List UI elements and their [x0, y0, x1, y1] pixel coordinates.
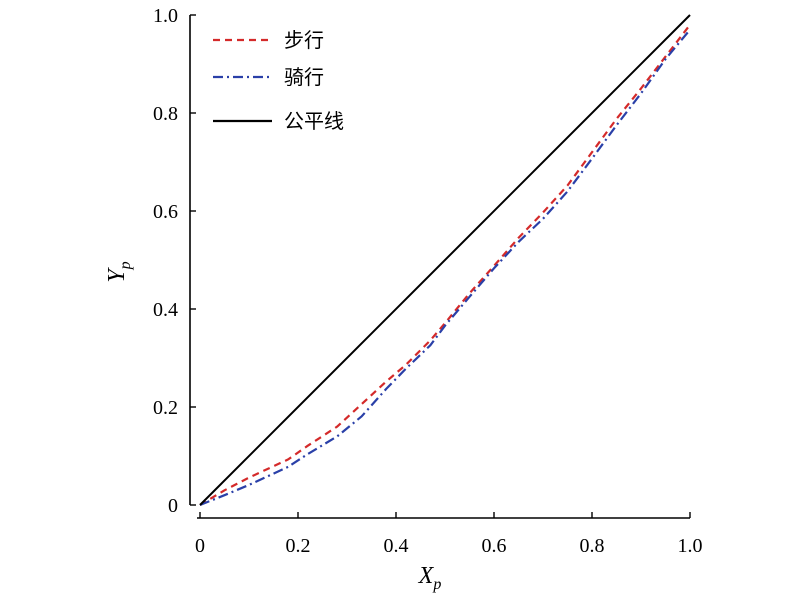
- series-walking-line: [199, 24, 691, 506]
- legend: 步行 骑行 公平线: [213, 28, 344, 133]
- x-axis-label-main: X: [418, 563, 435, 589]
- y-tick-label: 0.8: [153, 103, 178, 125]
- series-cycling-line: [199, 28, 691, 507]
- y-axis-label: Yp: [104, 261, 134, 282]
- series-equality-line: [199, 14, 691, 506]
- plot-frame: [189, 15, 690, 519]
- x-ticks: 0 0.2 0.4 0.6 0.8 1.0: [195, 512, 703, 557]
- x-tick-label: 0.6: [482, 535, 507, 557]
- y-axis-label-main: Y: [104, 267, 130, 283]
- legend-label-cycling: 骑行: [284, 65, 324, 89]
- y-tick-label: 0.6: [153, 201, 178, 223]
- x-tick-label: 0.4: [384, 535, 409, 557]
- x-tick-label: 0: [195, 535, 205, 557]
- x-tick-label: 1.0: [678, 535, 703, 557]
- x-axis-label-sub: p: [432, 576, 441, 593]
- y-tick-label: 0.2: [153, 397, 178, 419]
- y-tick-label: 0: [168, 495, 178, 517]
- y-ticks: 0 0.2 0.4 0.6 0.8 1.0: [153, 5, 196, 517]
- x-tick-label: 0.2: [286, 535, 311, 557]
- x-axis-label: Xp: [418, 563, 442, 593]
- x-tick-label: 0.8: [580, 535, 605, 557]
- y-tick-label: 0.4: [153, 299, 178, 321]
- y-axis-label-sub: p: [117, 261, 134, 270]
- legend-label-walking: 步行: [284, 28, 324, 52]
- y-tick-label: 1.0: [153, 5, 178, 27]
- series-layer: [199, 14, 691, 507]
- legend-label-equality-line: 公平线: [284, 109, 344, 133]
